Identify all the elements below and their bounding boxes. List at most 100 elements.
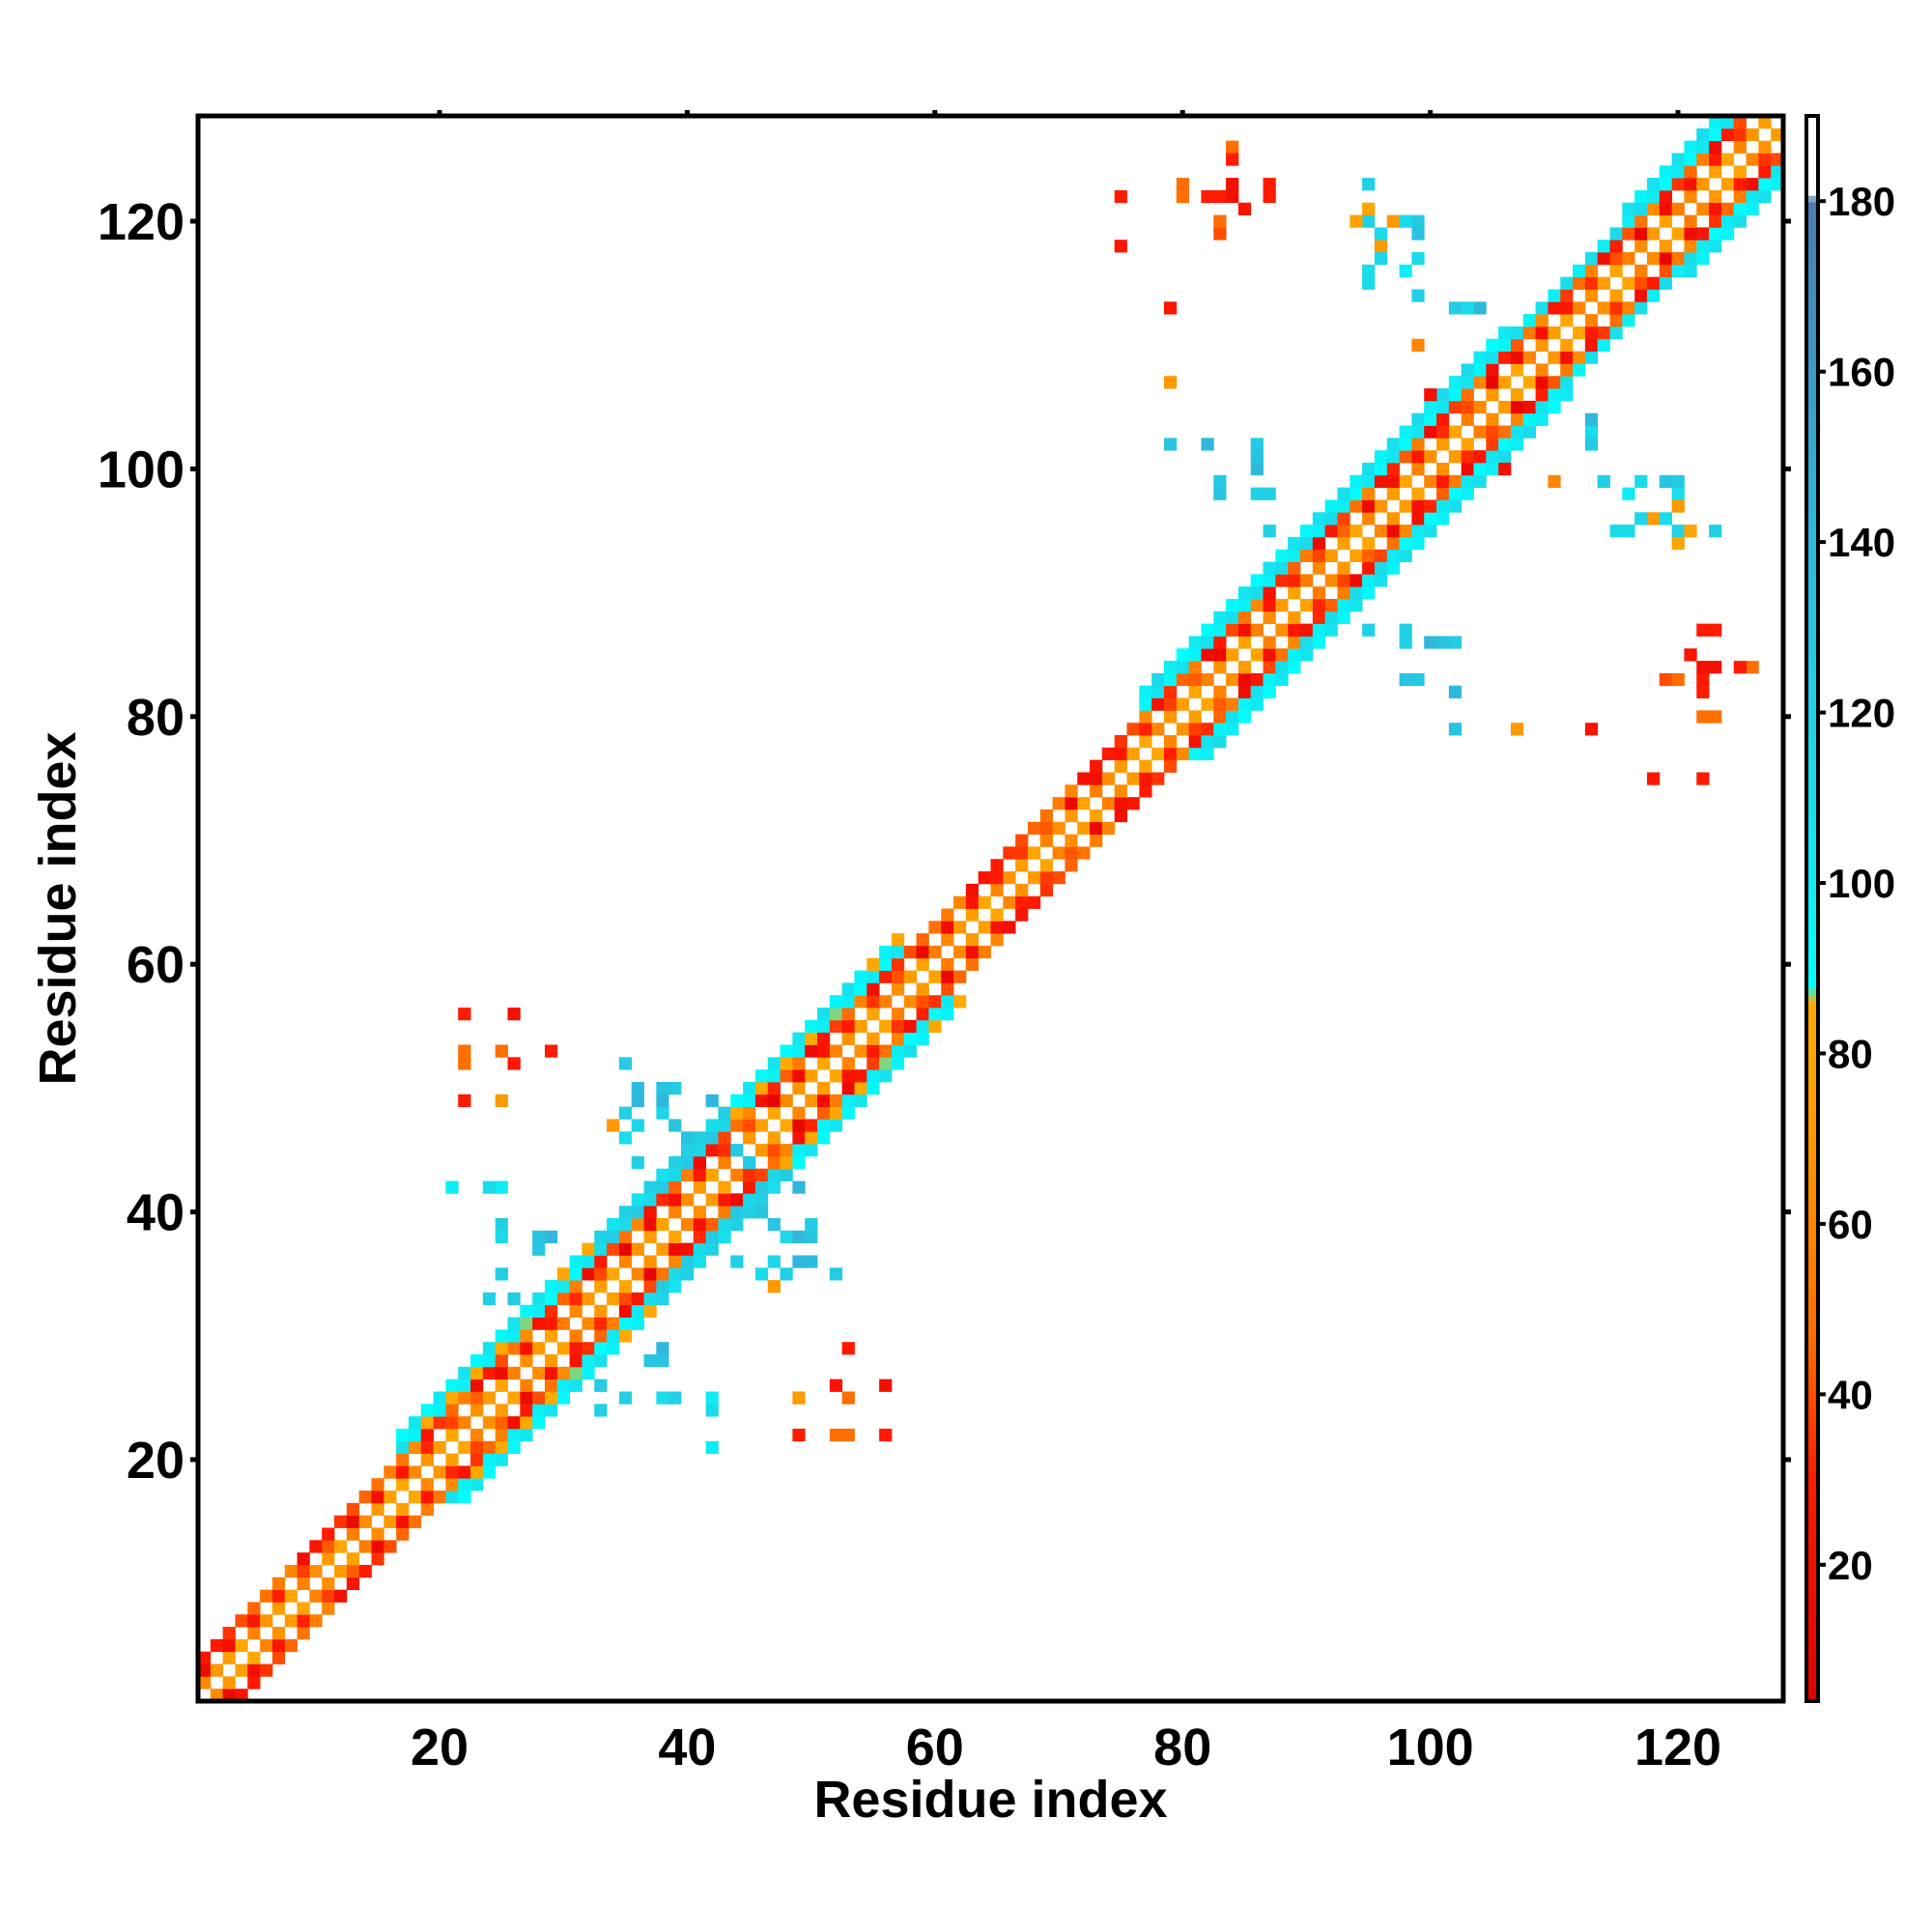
heatmap-cell	[358, 1564, 372, 1578]
heatmap-cell	[544, 1230, 558, 1244]
heatmap-cell	[1510, 400, 1524, 414]
heatmap-cell	[668, 1081, 682, 1095]
colorbar-segment	[1806, 743, 1818, 751]
heatmap-cell	[1424, 512, 1437, 526]
heatmap-cell	[1486, 450, 1499, 464]
heatmap-cell	[1188, 735, 1202, 749]
heatmap-cell	[346, 1502, 360, 1517]
heatmap-cell	[618, 1317, 633, 1330]
heatmap-cell	[458, 1416, 471, 1430]
heatmap-cell	[1696, 710, 1710, 724]
colorbar-segment	[1806, 1674, 1818, 1683]
heatmap-cell	[1114, 809, 1127, 823]
heatmap-cell	[1324, 499, 1338, 513]
heatmap-cell	[1771, 178, 1784, 191]
heatmap-cell	[1226, 672, 1239, 687]
y-tick-label: 20	[127, 1432, 185, 1490]
colorbar-segment	[1806, 848, 1818, 857]
heatmap-cell	[1573, 363, 1586, 377]
heatmap-cell	[618, 1292, 633, 1306]
heatmap-cell	[582, 1366, 595, 1380]
heatmap-cell	[544, 1317, 558, 1330]
heatmap-cell	[1448, 301, 1463, 315]
colorbar-segment	[1806, 440, 1818, 447]
heatmap-cell	[1646, 178, 1661, 191]
heatmap-cell	[1709, 189, 1722, 204]
heatmap-cell	[1584, 252, 1599, 266]
heatmap-cell	[1671, 165, 1685, 179]
heatmap-cell	[780, 1044, 793, 1058]
heatmap-cell	[618, 1106, 633, 1120]
heatmap-cell	[1411, 525, 1425, 538]
heatmap-cell	[1709, 140, 1722, 154]
colorbar-segment	[1806, 750, 1818, 757]
heatmap-cell	[544, 1366, 558, 1380]
colorbar-segment	[1806, 274, 1818, 282]
colorbar-segment	[1806, 1278, 1818, 1286]
heatmap-cell	[668, 1168, 682, 1181]
heatmap-cell	[1622, 314, 1635, 327]
colorbar-segment	[1806, 393, 1818, 401]
heatmap-cell	[420, 1416, 434, 1430]
heatmap-cell	[346, 1515, 360, 1528]
heatmap-cell	[767, 1081, 781, 1095]
heatmap-cell	[1237, 697, 1252, 711]
colorbar-frame	[1804, 114, 1820, 1703]
heatmap-cell	[445, 1378, 459, 1392]
heatmap-cell	[1374, 525, 1388, 538]
heatmap-cell	[1696, 672, 1710, 687]
heatmap-cell	[829, 1428, 843, 1442]
heatmap-cell	[730, 1168, 744, 1181]
heatmap-cell	[371, 1502, 384, 1517]
heatmap-cell	[1634, 474, 1648, 489]
heatmap-cell	[1324, 549, 1338, 562]
heatmap-cell	[1411, 512, 1425, 526]
heatmap-cell	[618, 1242, 633, 1256]
heatmap-cell	[867, 970, 880, 983]
heatmap-cell	[1399, 536, 1412, 551]
heatmap-cell	[1448, 487, 1463, 500]
colorbar-segment	[1806, 631, 1818, 639]
heatmap-cell	[1473, 400, 1487, 414]
heatmap-cell	[1560, 276, 1574, 290]
heatmap-cell	[1226, 140, 1239, 154]
heatmap-cell	[1114, 797, 1127, 810]
heatmap-cell	[941, 1008, 954, 1021]
heatmap-cell	[495, 1404, 508, 1417]
heatmap-cell	[841, 1008, 855, 1021]
heatmap-cell	[495, 1342, 508, 1355]
colorbar-segment	[1806, 1516, 1818, 1523]
colorbar-segment	[1806, 1555, 1818, 1564]
heatmap-cell	[408, 1515, 422, 1528]
heatmap-cell	[680, 1155, 695, 1170]
heatmap-cell	[1461, 474, 1474, 489]
colorbar-segment	[1806, 400, 1818, 408]
heatmap-cell	[829, 1008, 843, 1021]
heatmap-cell	[1188, 747, 1202, 761]
colorbar-segment	[1806, 1483, 1818, 1491]
heatmap-cell	[507, 1342, 521, 1355]
heatmap-cell	[482, 1366, 497, 1380]
heatmap-cell	[754, 1193, 769, 1207]
heatmap-cell	[520, 1428, 533, 1442]
heatmap-cell	[1188, 636, 1202, 649]
heatmap-cell	[1213, 189, 1227, 204]
heatmap-cell	[1584, 276, 1599, 290]
heatmap-cell	[1139, 759, 1152, 773]
heatmap-cell	[767, 1255, 781, 1268]
heatmap-cell	[1250, 574, 1264, 587]
heatmap-cell	[260, 1589, 273, 1603]
heatmap-cell	[1163, 685, 1178, 698]
heatmap-cell	[520, 1342, 533, 1355]
heatmap-cell	[1671, 672, 1685, 687]
heatmap-cell	[1684, 214, 1697, 228]
colorbar-segment	[1806, 519, 1818, 526]
heatmap-cell	[1584, 412, 1599, 426]
heatmap-cell	[371, 1527, 384, 1541]
heatmap-cell	[544, 1354, 558, 1368]
heatmap-cell	[470, 1404, 484, 1417]
heatmap-cell	[668, 1119, 682, 1132]
heatmap-cell	[433, 1491, 446, 1504]
heatmap-cell	[805, 1069, 818, 1083]
colorbar-segment	[1806, 1093, 1818, 1101]
